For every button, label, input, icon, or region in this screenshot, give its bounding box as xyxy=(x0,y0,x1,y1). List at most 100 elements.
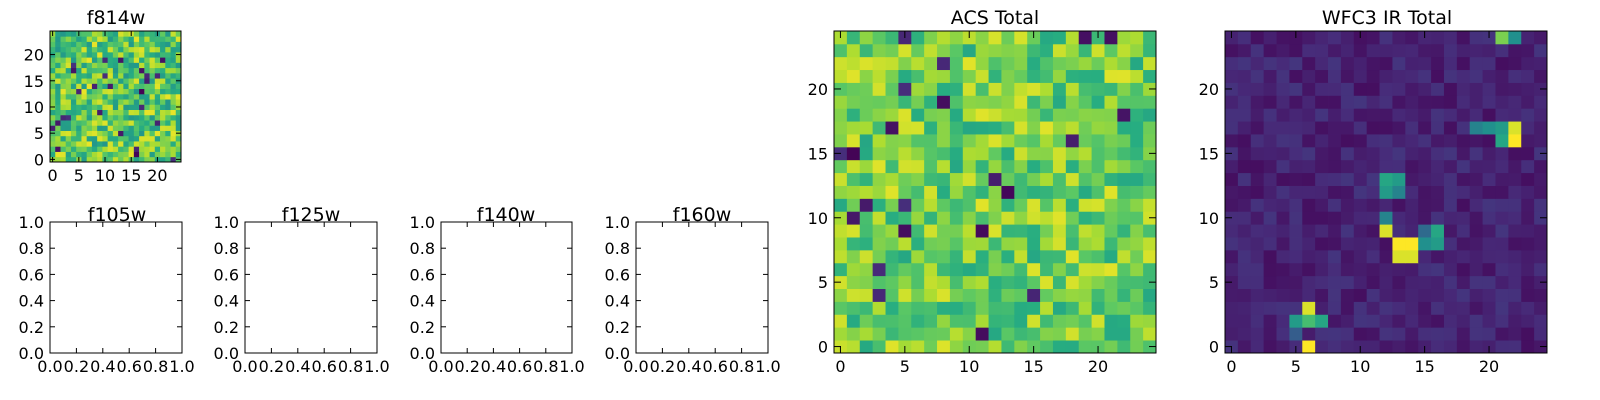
heatmap-cell xyxy=(1225,95,1239,109)
heatmap-cell xyxy=(1366,121,1380,135)
heatmap-cell xyxy=(1379,288,1393,302)
heatmap-cell xyxy=(1534,288,1548,302)
heatmap-cell xyxy=(1250,327,1265,341)
heatmap-cell xyxy=(139,62,145,69)
heatmap-cell xyxy=(149,88,156,95)
heatmap-cell xyxy=(1027,224,1041,238)
heatmap-cell xyxy=(107,151,114,158)
heatmap-cell xyxy=(1534,121,1548,135)
heatmap-cell xyxy=(65,67,72,74)
heatmap-cell xyxy=(112,99,119,105)
heatmap-cell xyxy=(1392,146,1406,161)
heatmap-cell xyxy=(1315,237,1329,251)
heatmap-cell xyxy=(1495,211,1509,225)
heatmap-cell xyxy=(165,46,171,53)
heatmap-cell xyxy=(1130,172,1144,186)
heatmap-cell xyxy=(885,340,899,354)
heatmap-cell xyxy=(1443,56,1458,71)
heatmap-cell xyxy=(1392,31,1406,45)
heatmap-cell xyxy=(1276,224,1290,238)
heatmap-cell xyxy=(97,36,103,42)
heatmap-cell xyxy=(949,134,964,148)
heatmap-cell xyxy=(1065,159,1080,174)
heatmap-cell xyxy=(1302,314,1316,328)
heatmap-cell xyxy=(834,262,848,277)
heatmap-cell xyxy=(1508,134,1522,148)
heatmap-cell xyxy=(1443,82,1458,96)
heatmap-cell xyxy=(76,46,82,53)
x-tick-label: 0.8 xyxy=(729,357,754,376)
heatmap-cell xyxy=(118,46,124,53)
heatmap-cell xyxy=(139,135,145,142)
heatmap-cell xyxy=(1289,95,1303,109)
heatmap-cell xyxy=(1379,31,1393,45)
heatmap-cell xyxy=(1521,69,1535,83)
heatmap-cell xyxy=(988,108,1002,122)
heatmap-cell xyxy=(50,72,56,79)
heatmap-cell xyxy=(1521,301,1535,315)
heatmap-cell xyxy=(154,151,161,158)
heatmap-cell xyxy=(1328,327,1342,341)
heatmap-cell xyxy=(1328,262,1342,277)
heatmap-cell xyxy=(1431,314,1445,328)
heatmap-cell xyxy=(149,146,156,152)
heatmap-cell xyxy=(1276,95,1290,109)
heatmap-cell xyxy=(65,151,72,158)
heatmap-cell xyxy=(1052,82,1067,96)
heatmap-cell xyxy=(1065,340,1080,354)
heatmap-cell xyxy=(1078,237,1092,251)
heatmap-cell xyxy=(175,93,182,100)
heatmap-cell xyxy=(81,99,88,105)
heatmap-cell xyxy=(846,249,861,264)
heatmap-cell xyxy=(872,69,886,83)
heatmap-cell xyxy=(144,130,150,137)
heatmap-cell xyxy=(1263,301,1277,315)
heatmap-cell xyxy=(133,67,140,74)
heatmap-cell xyxy=(1392,314,1406,328)
heatmap-cell xyxy=(1014,237,1028,251)
heatmap-cell xyxy=(1014,275,1028,289)
heatmap-cell xyxy=(70,67,77,74)
heatmap-cell xyxy=(133,141,140,147)
heatmap-cell xyxy=(118,78,124,84)
heatmap-cell xyxy=(937,82,951,96)
heatmap-cell xyxy=(118,62,124,69)
heatmap-cell xyxy=(1521,198,1535,212)
heatmap-cell xyxy=(1276,314,1290,328)
heatmap-cell xyxy=(91,120,98,126)
y-tick-label: 15 xyxy=(24,72,44,91)
heatmap-cell xyxy=(962,237,977,251)
heatmap-cell xyxy=(91,93,98,100)
heatmap-cell xyxy=(1379,301,1393,315)
panel-title-f105w: f105w xyxy=(88,204,147,226)
heatmap-cell xyxy=(1104,224,1118,238)
heatmap-cell xyxy=(1117,211,1131,225)
heatmap-cell xyxy=(1315,249,1329,264)
heatmap-cell xyxy=(112,141,119,147)
heatmap-cell xyxy=(1302,56,1316,71)
heatmap-cell xyxy=(91,31,98,37)
heatmap-cell xyxy=(1340,211,1355,225)
heatmap-cell xyxy=(1130,31,1144,45)
heatmap-cell xyxy=(1250,314,1265,328)
heatmap-cell xyxy=(165,67,171,74)
heatmap-cell xyxy=(1027,56,1041,71)
heatmap-cell xyxy=(118,83,124,90)
heatmap-cell xyxy=(937,237,951,251)
heatmap-cell xyxy=(1443,327,1458,341)
heatmap-cell xyxy=(1027,172,1041,186)
heatmap-cell xyxy=(1456,146,1471,161)
heatmap-cell xyxy=(1027,327,1041,341)
heatmap-cell xyxy=(1040,224,1054,238)
heatmap-cell xyxy=(1340,134,1355,148)
heatmap-cell xyxy=(154,141,161,147)
heatmap-cell xyxy=(924,56,938,71)
heatmap-cell xyxy=(1443,249,1458,264)
heatmap-cell xyxy=(1302,31,1316,45)
heatmap-cell xyxy=(133,83,140,90)
x-tick-label: 1.0 xyxy=(755,357,780,376)
x-tick-label: 1.0 xyxy=(169,357,194,376)
heatmap-cell xyxy=(118,109,124,116)
heatmap-cell xyxy=(1014,172,1028,186)
